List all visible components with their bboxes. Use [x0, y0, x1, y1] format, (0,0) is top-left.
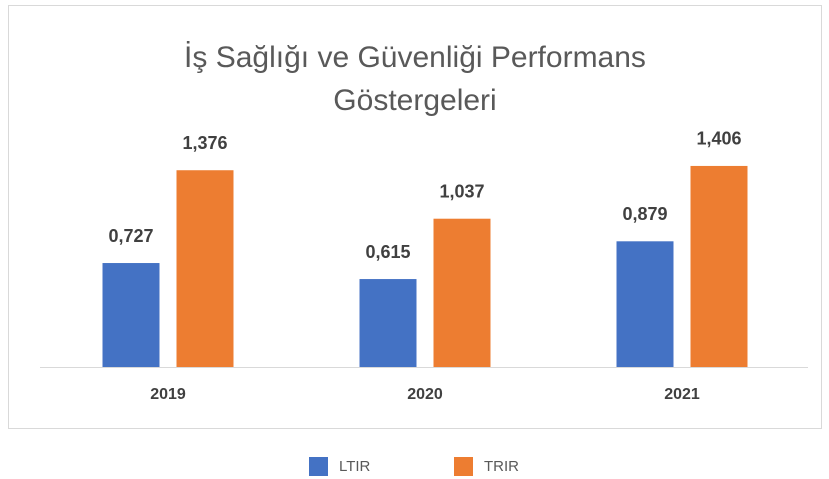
- data-label: 1,376: [182, 133, 227, 153]
- data-label: 1,406: [696, 129, 741, 149]
- legend-swatch: [454, 457, 473, 476]
- bar: [176, 170, 234, 367]
- chart-title: İş Sağlığı ve Güvenliği Performans Göste…: [184, 41, 646, 117]
- data-label: 0,879: [622, 204, 667, 224]
- bar: [359, 279, 417, 367]
- legend-swatch: [309, 457, 328, 476]
- data-label: 0,615: [365, 242, 410, 262]
- bar: [433, 218, 491, 367]
- data-label: 0,727: [108, 226, 153, 246]
- x-tick-label: 2020: [407, 386, 443, 403]
- data-label: 1,037: [439, 181, 484, 201]
- bar: [102, 263, 160, 367]
- bar: [616, 241, 674, 367]
- bar: [690, 165, 748, 367]
- legend-label: LTIR: [339, 458, 371, 475]
- legend-label: TRIR: [484, 458, 519, 475]
- chart-border: [8, 5, 822, 429]
- x-tick-label: 2019: [150, 386, 186, 403]
- x-tick-label: 2021: [664, 386, 700, 403]
